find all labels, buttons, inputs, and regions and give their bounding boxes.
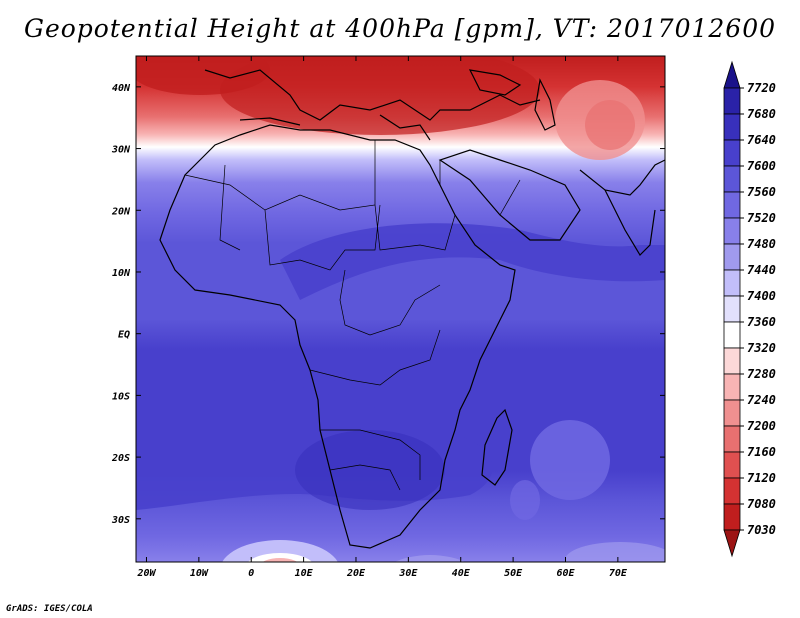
colorbar-label: 7240 [747,393,776,407]
x-axis: 20W 10W 0 10E 20E 30E 40E 50E 60E 70E [136,56,628,579]
x-tick-label: 60E [556,568,575,579]
coastline [159,69,665,549]
x-tick-label: 40E [452,568,471,579]
colorbar-label: 7200 [747,419,776,433]
y-tick-label: 20S [111,453,130,464]
colorbar-box [723,113,741,141]
colorbar-box [723,139,741,167]
colorbar-label: 7080 [747,497,776,511]
colorbar-label: 7400 [747,289,776,303]
colorbar-label: 7030 [747,523,776,537]
colorbar-box [723,295,741,323]
colorbar-box [723,165,741,193]
y-tick-label: 30S [111,515,130,526]
colorbar-box [723,503,741,531]
x-tick-label: 50E [504,568,523,579]
grads-credit: GrADS: IGES/COLA [6,604,93,614]
y-axis: 40N 30N 20N 10N EQ 10S 20S 30S [111,83,665,526]
colorbar-max-triangle [723,60,741,89]
colorbar-min-triangle [723,529,741,558]
colorbar-box [723,87,741,115]
colorbar-label: 7560 [747,185,776,199]
colorbar-label: 7160 [747,445,776,459]
colorbar-label: 7280 [747,367,776,381]
colorbar-box [723,399,741,427]
height-field [136,56,665,562]
colorbar-box [723,321,741,349]
x-tick-label: 10E [295,568,314,579]
y-tick-label: 30N [111,145,131,156]
colorbar-box [723,451,741,479]
x-tick-label: 20E [346,568,366,579]
x-tick-label: 10W [190,568,209,579]
colorbar-label: 7120 [747,471,776,485]
colorbar: 7720 7680 7640 7600 7560 7520 7480 7440 7400 7360… [723,60,776,558]
colorbar-label: 7520 [747,211,776,225]
y-tick-label: EQ [118,330,130,341]
colorbar-label: 7360 [747,315,776,329]
colorbar-box [723,477,741,505]
colorbar-box [723,191,741,219]
colorbar-label: 7680 [747,107,776,121]
y-tick-label: 40N [112,83,131,94]
colorbar-label: 7720 [747,81,776,95]
x-tick-label: 70E [609,568,628,579]
country-borders [184,140,521,491]
x-tick-label: 0 [248,568,254,579]
x-tick-label: 30E [398,568,418,579]
colorbar-label: 7440 [747,263,776,277]
colorbar-box [723,373,741,401]
colorbar-box [723,347,741,375]
x-tick-label: 20W [136,568,156,579]
map-title: Geopotential Height at 400hPa [gpm], VT:… [23,14,777,43]
plot-frame [135,55,666,563]
colorbar-label: 7320 [747,341,776,355]
colorbar-label: 7480 [747,237,776,251]
colorbar-box [723,269,741,297]
y-tick-label: 20N [111,206,131,217]
colorbar-box [723,425,741,453]
y-tick-label: 10S [112,391,130,402]
colorbar-box [723,217,741,245]
colorbar-label: 7640 [747,133,776,147]
y-tick-label: 10N [112,268,131,279]
colorbar-box [723,243,741,271]
colorbar-label: 7600 [747,159,776,173]
